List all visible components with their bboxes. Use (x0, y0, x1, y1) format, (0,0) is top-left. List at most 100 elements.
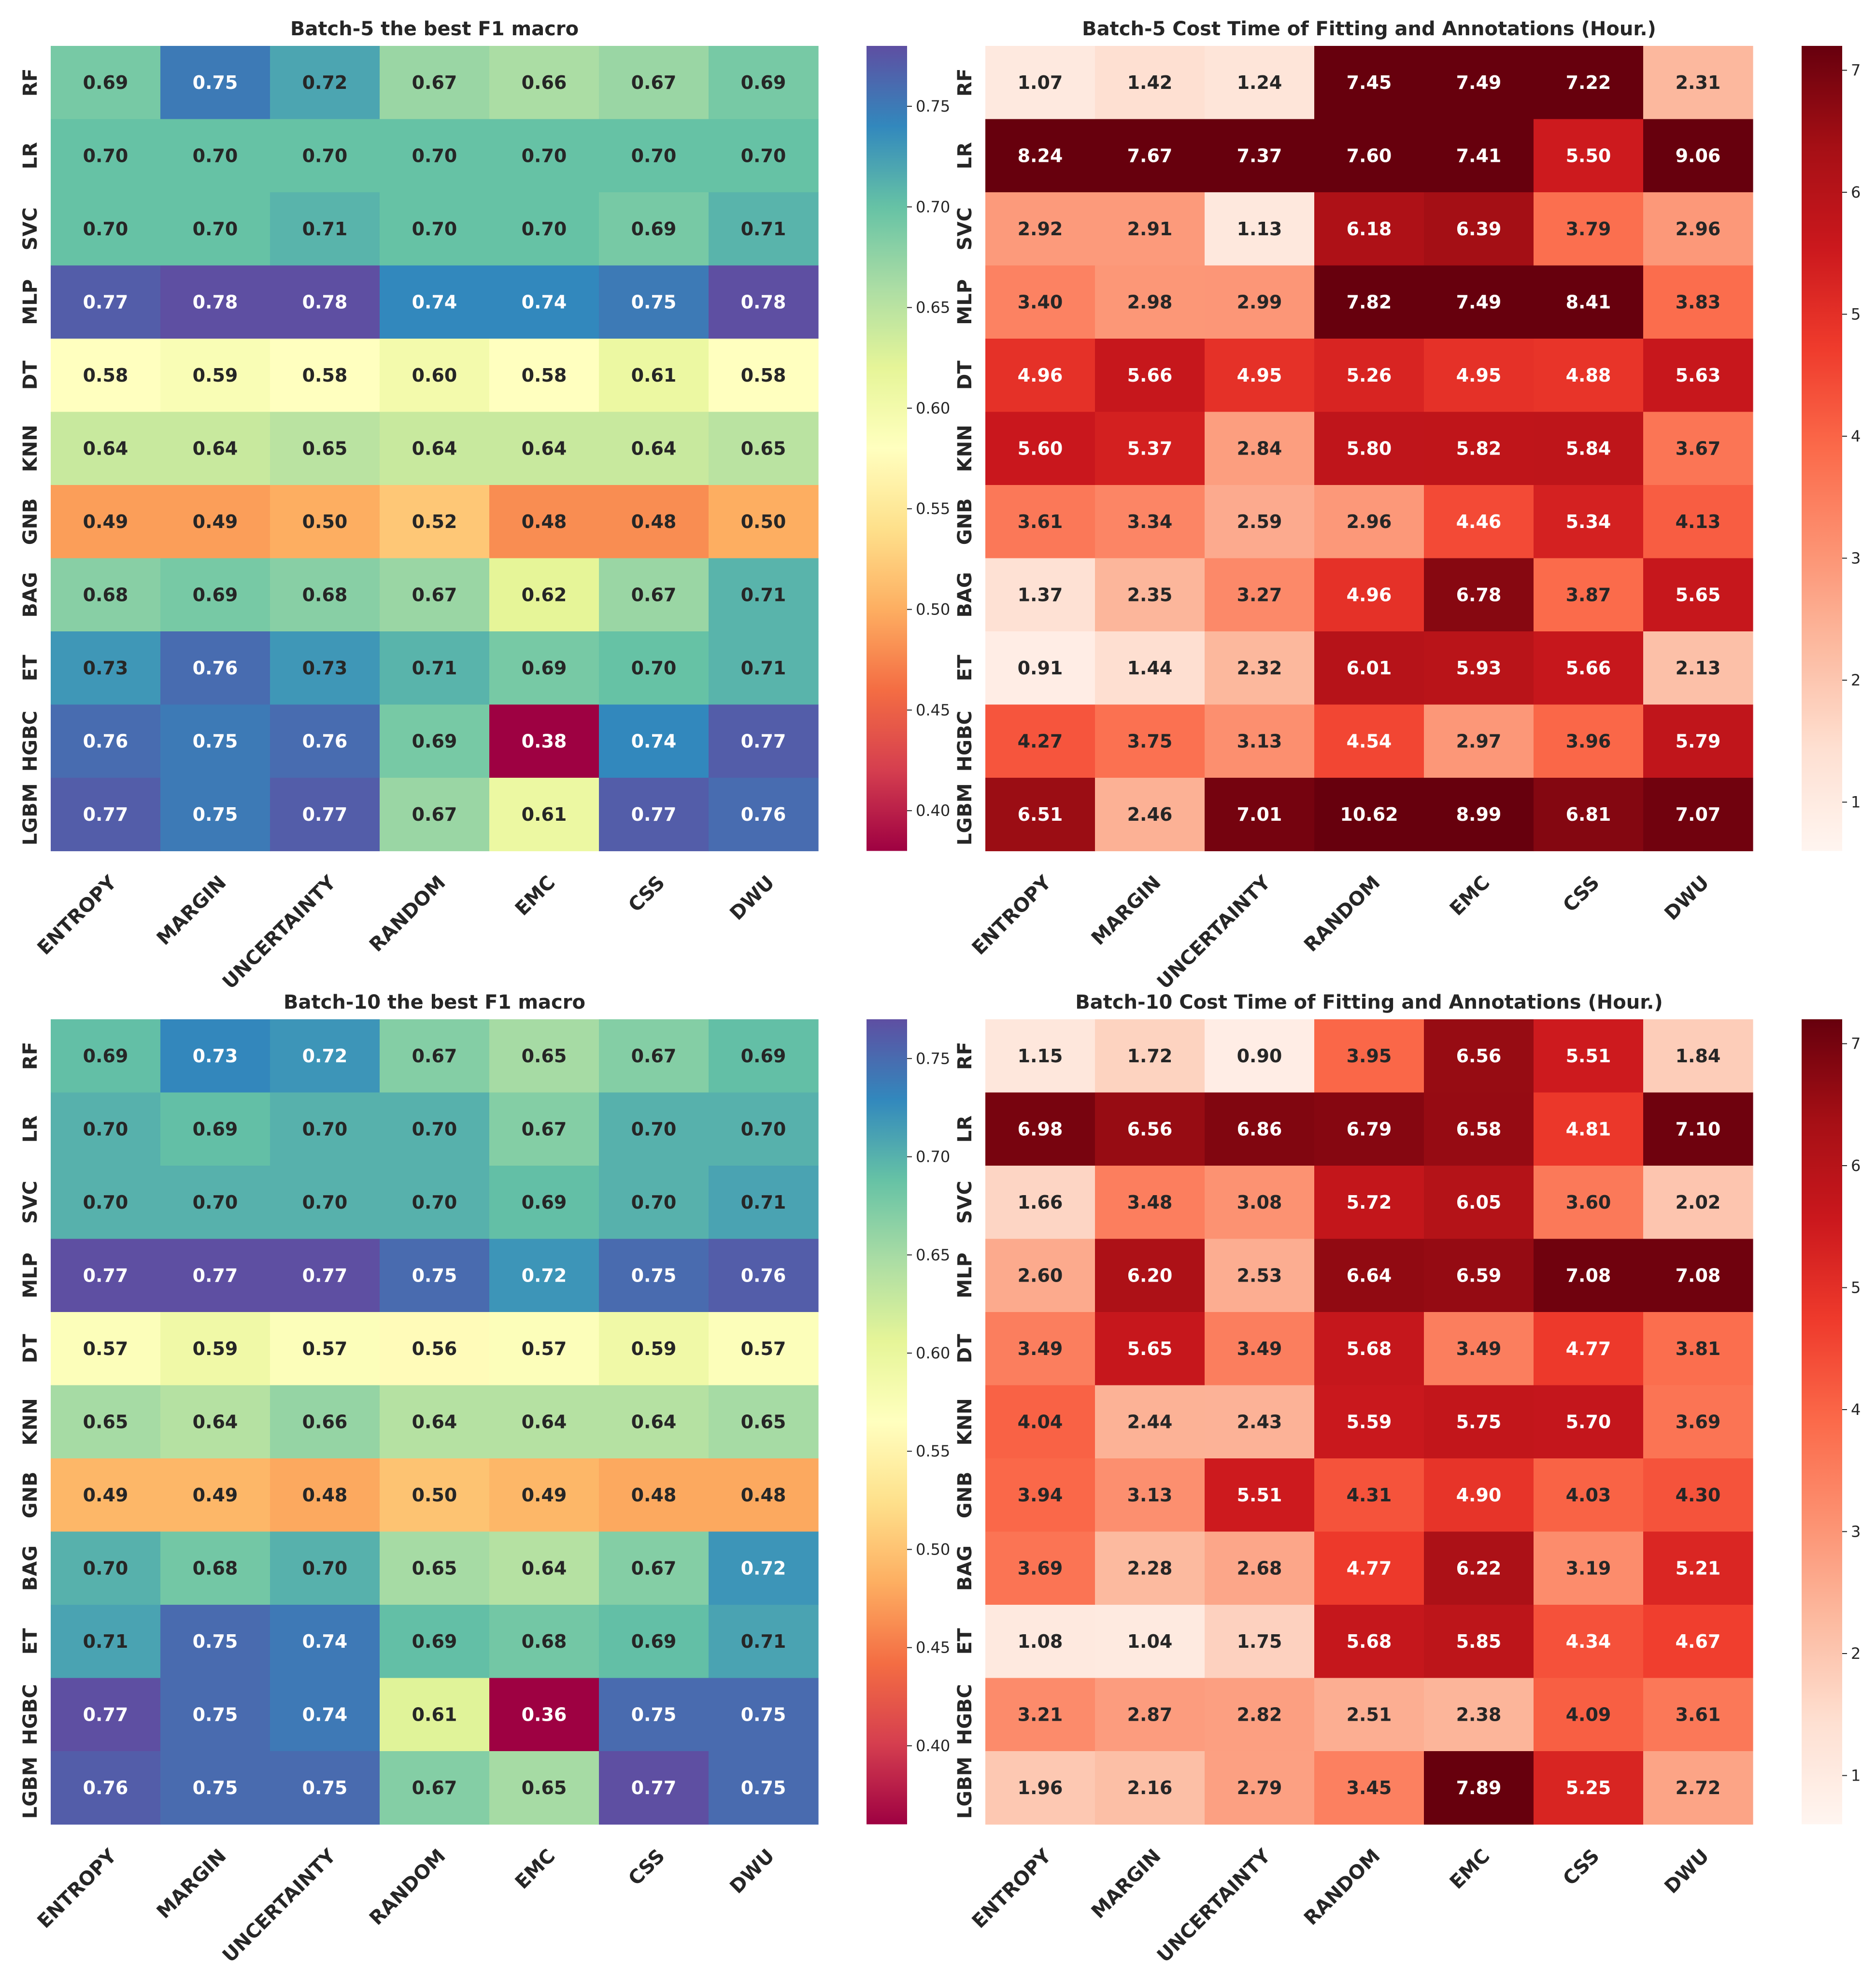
row-label: BAG (19, 1545, 42, 1591)
cell-value-label: 5.21 (1676, 1557, 1721, 1579)
cell-value-label: 4.09 (1566, 1704, 1611, 1725)
column-label: MARGIN (1087, 1845, 1165, 1923)
heatmap-cell (160, 1385, 270, 1459)
cell-value-label: 6.22 (1456, 1557, 1502, 1579)
cell-value-label: 0.57 (522, 1338, 567, 1359)
heatmap-cell (709, 1385, 819, 1459)
cell-value-label: 7.37 (1237, 145, 1282, 166)
chart-title: Batch-5 Cost Time of Fitting and Annotat… (1082, 18, 1656, 40)
heatmap-cell (1205, 1092, 1315, 1166)
cell-value-label: 3.96 (1566, 730, 1611, 752)
heatmap-cell (160, 485, 270, 559)
cell-value-label: 0.59 (193, 1338, 238, 1359)
cell-value-label: 5.26 (1347, 365, 1392, 386)
column-label: CSS (624, 871, 669, 916)
column-label: RANDOM (365, 871, 450, 956)
heatmap-cell (709, 1239, 819, 1313)
heatmap-cell (709, 412, 819, 485)
heatmap-cell (599, 339, 709, 413)
colorbar (1802, 46, 1842, 851)
cell-value-label: 0.67 (631, 72, 677, 93)
heatmap-cell (1424, 1166, 1534, 1240)
heatmap-cell (1095, 192, 1205, 266)
cell-value-label: 2.60 (1018, 1265, 1063, 1286)
cell-value-label: 4.46 (1456, 511, 1502, 532)
heatmap-cell (1643, 192, 1753, 266)
cell-value-label: 3.49 (1237, 1338, 1282, 1359)
heatmap-cell (985, 631, 1095, 705)
cell-value-label: 4.77 (1566, 1338, 1611, 1359)
cell-value-label: 4.34 (1566, 1631, 1611, 1652)
heatmap-cell (985, 1678, 1095, 1752)
row-label: LR (954, 142, 976, 169)
heatmap-cell (51, 1312, 161, 1386)
colorbar-tick-label: 0.40 (916, 801, 950, 820)
cell-value-label: 0.49 (522, 1484, 567, 1506)
heatmap-cell (1205, 1166, 1315, 1240)
heatmap-cell (1424, 1458, 1534, 1532)
heatmap-cell (160, 704, 270, 778)
heatmap-cell (599, 778, 709, 852)
heatmap-cell (985, 339, 1095, 413)
heatmap-cell (380, 704, 490, 778)
cell-value-label: 7.01 (1237, 804, 1282, 825)
heatmap-cell (160, 1239, 270, 1313)
heatmap-cell (489, 1019, 599, 1093)
cell-value-label: 0.70 (412, 1192, 457, 1213)
cell-value-label: 0.71 (741, 657, 786, 679)
heatmap-cell (489, 1678, 599, 1752)
cell-value-label: 2.72 (1676, 1777, 1721, 1798)
cell-value-label: 7.89 (1456, 1777, 1502, 1798)
cell-value-label: 6.51 (1018, 804, 1063, 825)
row-label: KNN (19, 425, 42, 472)
cell-value-label: 0.68 (83, 584, 128, 605)
heatmap-cell (1095, 265, 1205, 339)
heatmap-cell (1643, 1092, 1753, 1166)
heatmap-cell (160, 119, 270, 193)
cell-value-label: 2.91 (1127, 218, 1173, 240)
cell-value-label: 2.13 (1676, 657, 1721, 679)
chart-title: Batch-10 the best F1 macro (284, 991, 585, 1013)
cell-value-label: 0.72 (302, 1045, 348, 1067)
heatmap-cell (1424, 192, 1534, 266)
cell-value-label: 4.04 (1018, 1411, 1063, 1432)
cell-value-label: 0.70 (302, 1192, 348, 1213)
heatmap-cell (1314, 485, 1424, 559)
heatmap-cell (599, 192, 709, 266)
heatmap-cell (985, 1531, 1095, 1605)
cell-value-label: 0.71 (302, 218, 348, 240)
cell-value-label: 10.62 (1340, 804, 1398, 825)
cell-value-label: 0.69 (741, 1045, 786, 1067)
heatmap-cell (380, 1678, 490, 1752)
heatmap-cell (160, 1605, 270, 1679)
cell-value-label: 3.60 (1566, 1192, 1611, 1213)
heatmap-cell (489, 1166, 599, 1240)
cell-value-label: 7.82 (1347, 291, 1392, 313)
heatmap-cell (985, 46, 1095, 120)
cell-value-label: 0.75 (631, 1265, 677, 1286)
heatmap-cell (1314, 1019, 1424, 1093)
cell-value-label: 1.04 (1127, 1631, 1173, 1652)
cell-value-label: 1.84 (1676, 1045, 1721, 1067)
heatmap-cell (1424, 1605, 1534, 1679)
row-label: SVC (19, 207, 42, 250)
cell-value-label: 0.77 (83, 804, 128, 825)
heatmap-cell (51, 1531, 161, 1605)
heatmap-cell (270, 778, 380, 852)
heatmap-cell (380, 558, 490, 632)
cell-value-label: 7.22 (1566, 72, 1611, 93)
cell-value-label: 0.77 (631, 1777, 677, 1798)
heatmap-cell (1534, 412, 1644, 485)
cell-value-label: 1.72 (1127, 1045, 1173, 1067)
heatmap-cell (985, 412, 1095, 485)
heatmap-cell (1534, 1092, 1644, 1166)
heatmap-cell (160, 1166, 270, 1240)
cell-value-label: 0.66 (522, 72, 567, 93)
cell-value-label: 7.60 (1347, 145, 1392, 166)
cell-value-label: 5.51 (1566, 1045, 1611, 1067)
heatmap-cell (51, 1385, 161, 1459)
column-label: CSS (624, 1845, 669, 1890)
colorbar-tick-label: 0.75 (916, 1049, 950, 1068)
cell-value-label: 6.81 (1566, 804, 1611, 825)
cell-value-label: 0.49 (83, 1484, 128, 1506)
